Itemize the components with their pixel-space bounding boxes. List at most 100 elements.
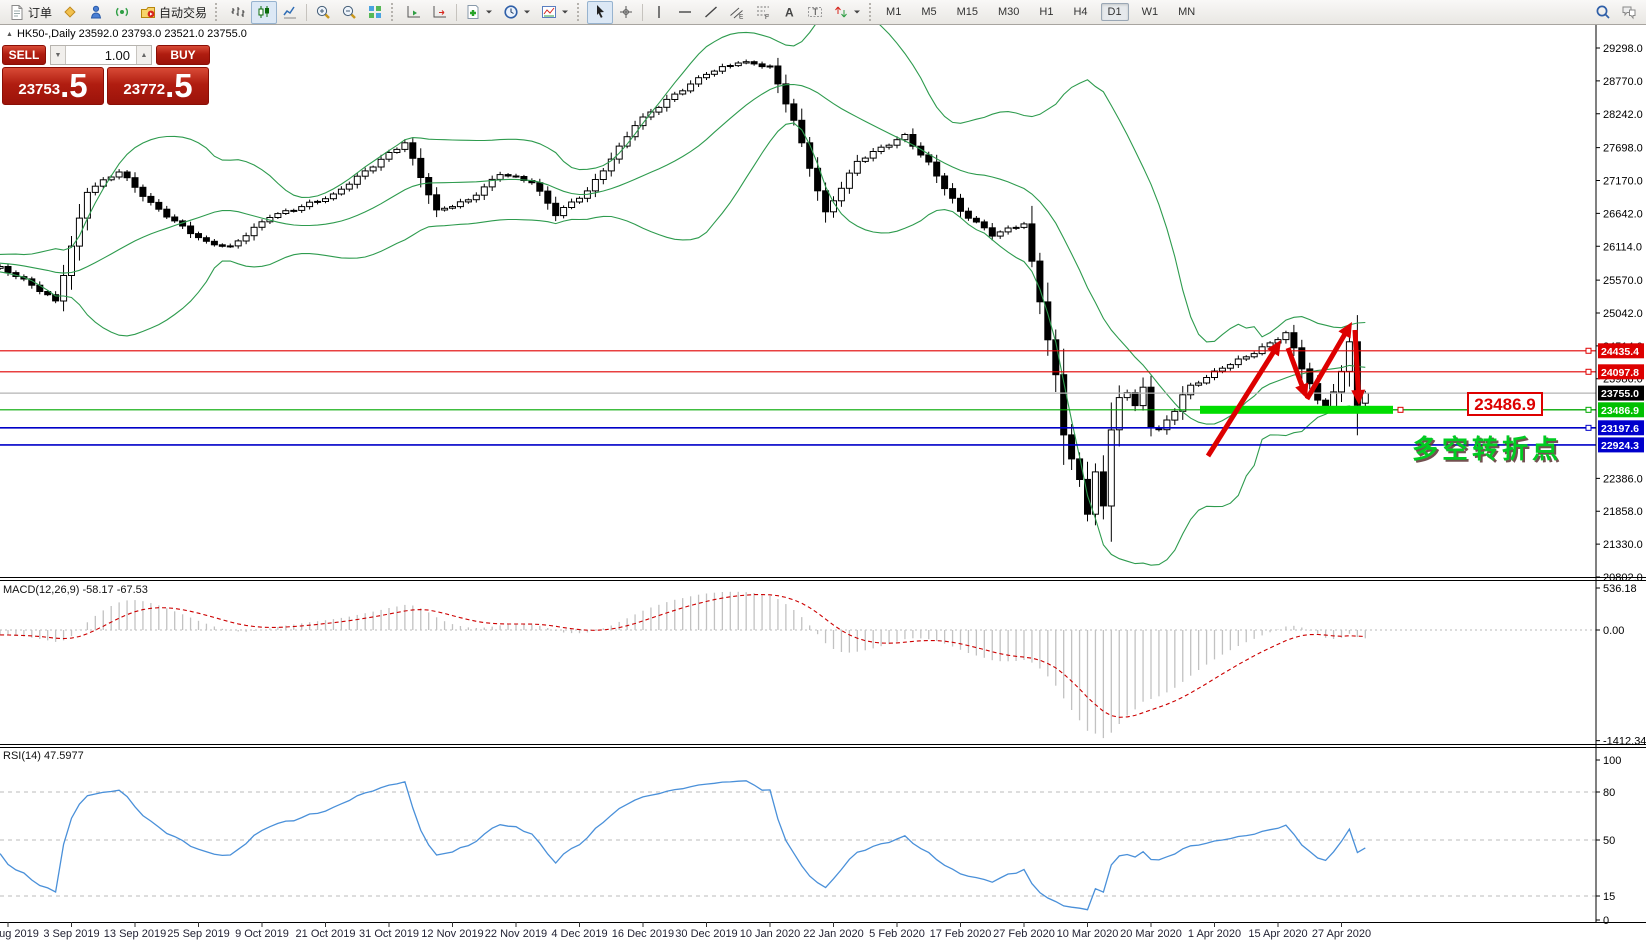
toolbar-separator [306,3,308,21]
svg-text:22 Aug 2019: 22 Aug 2019 [0,928,39,940]
zoom-in-button[interactable] [310,1,336,24]
svg-text:26642.0: 26642.0 [1603,208,1643,220]
anchor-square [1585,406,1592,413]
svg-text:31 Oct 2019: 31 Oct 2019 [359,928,419,940]
svg-text:23755.0: 23755.0 [1601,388,1639,400]
zoom-out-button[interactable] [336,1,362,24]
tile-windows-button[interactable] [362,1,388,24]
trend-arrow-annotation[interactable] [1205,322,1366,458]
svg-text:27170.0: 27170.0 [1603,175,1643,187]
svg-text:21858.0: 21858.0 [1603,506,1643,518]
comments-button[interactable] [1616,1,1642,24]
sell-price-main: 23753 [18,81,61,98]
text-a-icon: A [781,4,797,20]
support-zone-bar[interactable] [1200,405,1393,414]
crosshair-tool-button[interactable] [613,1,639,24]
bar-chart-icon [230,4,246,20]
svg-text:29298.0: 29298.0 [1603,43,1643,55]
vertical-line-tool-button[interactable] [646,1,672,24]
zoom-in-icon [315,4,331,20]
price-chip-22924.3 [1598,437,1644,453]
one-click-trade-panel: SELL ▼ 1.00 ▲ BUY 23753.5 23772.5 [2,45,210,105]
price-chip-24097.8 [1598,364,1644,380]
candlestick-chart-button[interactable] [251,0,278,24]
timeframe-button-D1[interactable]: D1 [1100,3,1129,21]
chevron-down-icon [853,8,861,16]
svg-text:4 Dec 2019: 4 Dec 2019 [551,928,607,940]
trendline-tool-button[interactable] [698,1,724,24]
timeframe-button-M5[interactable]: M5 [921,6,937,18]
buy-price-pips: .5 [165,67,193,104]
timeframe-button-W1[interactable]: W1 [1141,6,1159,18]
svg-text:12 Nov 2019: 12 Nov 2019 [421,928,483,940]
template-icon [541,4,557,20]
anchor-square [1585,347,1592,354]
autotrading-button[interactable]: 自动交易 [135,1,212,24]
svg-text:9 Oct 2019: 9 Oct 2019 [235,928,289,940]
volume-down-icon[interactable]: ▼ [51,46,66,64]
timeframe-button-H4[interactable]: H4 [1073,6,1088,18]
market-watch-button[interactable] [83,1,109,24]
anchor-square [1585,424,1592,431]
auto-scroll-button[interactable] [401,1,427,24]
indicators-button[interactable] [460,1,498,24]
templates-button[interactable] [536,1,574,24]
svg-text:24097.8: 24097.8 [1601,367,1639,379]
periods-button[interactable] [498,1,536,24]
metaeditor-button[interactable] [57,1,83,24]
timeframe-button-M1[interactable]: M1 [886,6,902,18]
autotrading-label: 自动交易 [159,5,208,20]
connection-button[interactable] [109,1,135,24]
symbol-ohlc-text: HK50-,Daily 23592.0 23793.0 23521.0 2375… [16,28,247,40]
bollinger-bands [0,2,1366,566]
sell-price-display[interactable]: 23753.5 [2,67,104,105]
toolbar-separator [456,3,458,21]
user-icon [88,4,104,20]
search-button[interactable] [1590,1,1616,24]
toolbar-grip [391,3,398,21]
timeframe-button-M30[interactable]: M30 [998,6,1020,18]
tile-windows-icon [367,4,383,20]
price-level-chips: 24435.4 24097.8 23755.0 23486.9 23197.6 22924… [1585,343,1644,453]
cursor-tool-button[interactable] [587,0,614,24]
search-icon [1595,4,1611,20]
svg-text:A: A [785,6,794,20]
horizontal-level-lines[interactable] [0,350,1596,446]
chevron-down-icon [561,8,569,16]
new-order-button[interactable]: 订单 [4,1,57,24]
horizontal-line-tool-button[interactable] [672,1,698,24]
timeframe-button-M15[interactable]: M15 [956,6,978,18]
chevron-down-icon [485,8,493,16]
svg-text:F: F [765,14,769,20]
chart-shift-button[interactable] [427,1,453,24]
fibonacci-tool-button[interactable]: F [750,1,776,24]
buy-price-display[interactable]: 23772.5 [107,67,209,105]
svg-text:1 Apr 2020: 1 Apr 2020 [1188,928,1241,940]
price-chip-24435.4 [1598,343,1644,359]
svg-text:24435.4: 24435.4 [1601,346,1639,358]
line-chart-button[interactable] [277,1,303,24]
svg-text:80: 80 [1603,787,1615,799]
buy-button[interactable]: BUY [156,45,210,65]
svg-text:22924.3: 22924.3 [1601,440,1639,452]
arrows-tool-button[interactable] [828,1,866,24]
timeframe-button-MN[interactable]: MN [1178,6,1196,18]
svg-text:3 Sep 2019: 3 Sep 2019 [43,928,99,940]
crosshair-icon [618,4,634,20]
cursor-icon [592,4,608,20]
timeframe-button-H1[interactable]: H1 [1039,6,1054,18]
price-tag[interactable]: 23486.9 [1397,392,1543,416]
volume-value[interactable]: 1.00 [104,47,130,63]
line-chart-icon [282,4,298,20]
bollinger-lower-line [0,122,1366,566]
volume-up-icon[interactable]: ▲ [136,46,151,64]
svg-text:-1412.34: -1412.34 [1603,736,1646,748]
channel-tool-button[interactable]: E [724,1,750,24]
volume-stepper[interactable]: ▼ 1.00 ▲ [50,45,152,65]
svg-text:25042.0: 25042.0 [1603,308,1643,320]
bar-chart-button[interactable] [225,1,251,24]
label-tool-button[interactable]: T [802,1,828,24]
sell-button[interactable]: SELL [2,45,46,65]
text-tool-button[interactable]: A [776,1,802,24]
